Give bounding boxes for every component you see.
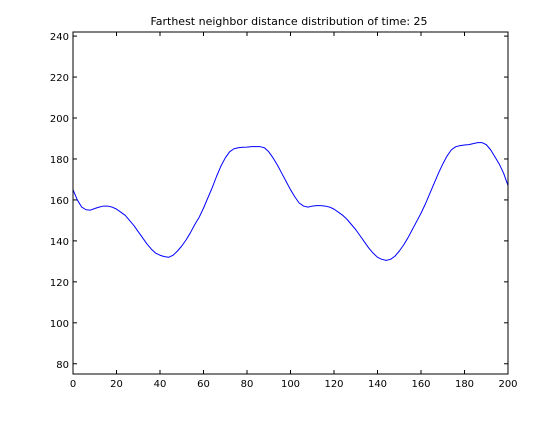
y-tick-label: 80: [56, 360, 69, 371]
x-tick-label: 100: [281, 379, 300, 390]
x-tick-label: 20: [110, 379, 123, 390]
y-axis-ticks: 80 100 120 140 160 180 200 220 240: [50, 32, 508, 371]
x-tick-label: 60: [197, 379, 210, 390]
x-tick-label: 140: [368, 379, 387, 390]
x-tick-label: 180: [455, 379, 474, 390]
x-tick-label: 120: [324, 379, 343, 390]
series-layer: [72, 142, 509, 261]
y-tick-label: 140: [50, 237, 69, 248]
x-tick-label: 40: [154, 379, 167, 390]
y-tick-label: 100: [50, 319, 69, 330]
axes-box: [72, 31, 509, 375]
x-tick-label: 200: [498, 379, 517, 390]
plot-area: [73, 32, 508, 374]
y-tick-label: 240: [50, 32, 69, 43]
y-tick-label: 220: [50, 73, 69, 84]
x-tick-label: 80: [241, 379, 254, 390]
series-line-0: [72, 142, 509, 261]
x-tick-label: 0: [70, 379, 76, 390]
y-tick-label: 120: [50, 278, 69, 289]
y-tick-label: 180: [50, 155, 69, 166]
x-axis-ticks: 0 20 40 60 80 100 120 140 160 180 200: [70, 32, 518, 390]
chart-title: Farthest neighbor distance distribution …: [150, 15, 427, 28]
y-tick-label: 160: [50, 196, 69, 207]
y-tick-label: 200: [50, 114, 69, 125]
x-tick-label: 160: [411, 379, 430, 390]
